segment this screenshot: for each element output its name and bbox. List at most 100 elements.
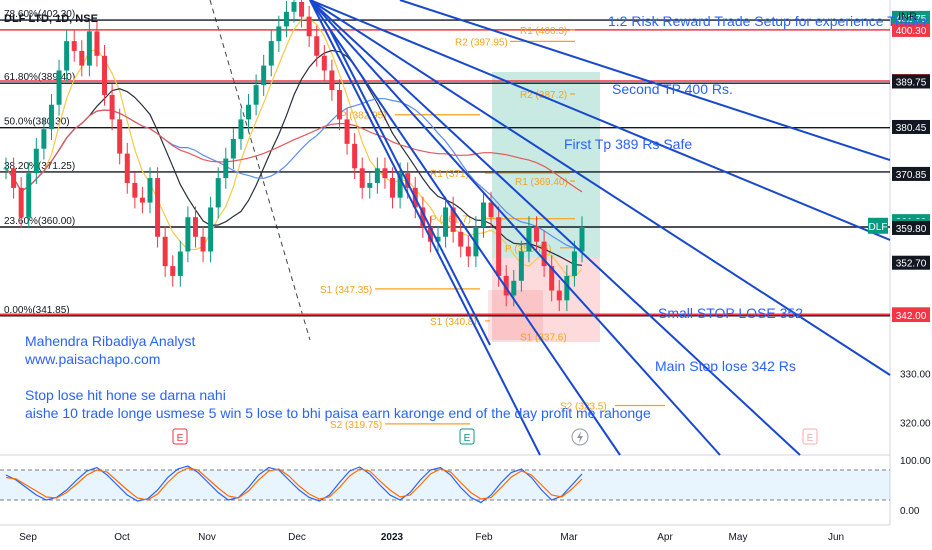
candle-body-40[interactable] (306, 16, 312, 37)
stoch-d-line[interactable] (5, 467, 583, 501)
candle-body-68[interactable] (518, 251, 524, 281)
candle-body-6[interactable] (48, 104, 54, 130)
earnings-marker-1[interactable]: E (172, 428, 188, 445)
candle-body-48[interactable] (367, 182, 373, 188)
candle-body-33[interactable] (253, 85, 259, 105)
candle-body-10[interactable] (79, 50, 85, 66)
candle-body-45[interactable] (344, 119, 350, 144)
candle-body-67[interactable] (511, 280, 517, 296)
candle-body-28[interactable] (215, 178, 221, 208)
fan-trendline-2[interactable] (309, 0, 801, 456)
fan-trendline-5[interactable] (309, 0, 541, 456)
main-stop-annotation[interactable]: Main Stop lose 342 Rs (655, 358, 796, 374)
candle-body-53[interactable] (405, 173, 411, 188)
ma-mid-line[interactable] (5, 49, 583, 266)
candle-body-16[interactable] (124, 153, 130, 183)
candle-body-3[interactable] (26, 173, 32, 218)
candle-body-1[interactable] (11, 168, 17, 188)
candle-body-61[interactable] (465, 246, 471, 257)
candle-body-65[interactable] (496, 217, 502, 276)
candle-body-46[interactable] (352, 143, 358, 169)
candle-body-76[interactable] (579, 227, 585, 252)
candle-body-26[interactable] (200, 236, 206, 252)
note-line2-annotation[interactable]: aishe 10 trade longe usmese 5 win 5 lose… (25, 405, 651, 421)
author-site-annotation[interactable]: www.paisachapo.com (24, 351, 160, 367)
candle-body-4[interactable] (33, 148, 39, 174)
candle-body-13[interactable] (102, 55, 108, 95)
fan-trendline-4[interactable] (309, 0, 621, 456)
candle-body-24[interactable] (185, 217, 191, 252)
author-name-annotation[interactable]: Mahendra Ribadiya Analyst (25, 333, 196, 349)
candle-body-27[interactable] (208, 207, 214, 252)
candle-body-21[interactable] (162, 236, 168, 267)
candle-body-17[interactable] (132, 182, 138, 198)
candle-body-49[interactable] (374, 168, 380, 183)
candle-body-41[interactable] (314, 36, 320, 56)
candle-body-5[interactable] (41, 129, 47, 149)
candle-body-73[interactable] (556, 290, 562, 301)
candle-body-55[interactable] (420, 207, 426, 227)
small-stop-annotation[interactable]: Small STOP LOSE 352 (658, 305, 803, 321)
candle-body-57[interactable] (435, 236, 441, 242)
candle-body-71[interactable] (541, 241, 547, 267)
candle-body-47[interactable] (359, 168, 365, 188)
candle-body-11[interactable] (86, 31, 92, 66)
candle-body-9[interactable] (71, 41, 77, 51)
ma-long-line[interactable] (5, 109, 583, 193)
candle-body-23[interactable] (177, 251, 183, 276)
fan-trendline-3[interactable] (309, 0, 721, 456)
ma-fast-line[interactable] (5, 17, 583, 278)
candle-body-14[interactable] (109, 94, 115, 120)
candle-body-62[interactable] (473, 227, 479, 257)
candle-body-64[interactable] (488, 202, 494, 218)
earnings-marker-2[interactable]: E (459, 428, 475, 445)
candle-body-18[interactable] (139, 197, 145, 203)
first-tp-annotation[interactable]: First Tp 389 Rs Safe (564, 136, 692, 152)
candle-body-8[interactable] (64, 41, 70, 71)
candle-body-44[interactable] (336, 90, 342, 120)
candle-body-42[interactable] (321, 55, 327, 71)
second-tp-annotation[interactable]: Second TP 400 Rs. (612, 81, 733, 97)
candle-body-2[interactable] (18, 187, 24, 218)
candle-body-50[interactable] (382, 168, 388, 179)
candle-body-22[interactable] (170, 266, 176, 276)
candle-body-39[interactable] (299, 2, 305, 17)
stop-zone[interactable] (492, 258, 600, 342)
fan-trendline-1[interactable] (309, 0, 891, 241)
candle-body-25[interactable] (192, 217, 198, 237)
candle-body-7[interactable] (56, 70, 62, 105)
fan-trendline-6[interactable] (329, 29, 491, 346)
candle-body-20[interactable] (155, 178, 161, 237)
candle-body-19[interactable] (147, 178, 153, 203)
candle-body-69[interactable] (526, 227, 532, 252)
candle-body-66[interactable] (503, 275, 509, 296)
candle-body-74[interactable] (564, 275, 570, 301)
candle-body-32[interactable] (246, 104, 252, 120)
candle-body-51[interactable] (390, 178, 396, 198)
candle-body-0[interactable] (3, 168, 9, 170)
headline-annotation[interactable]: 1:2 Risk Reward Trade Setup for experien… (608, 13, 928, 29)
candle-body-29[interactable] (223, 158, 229, 179)
candle-body-59[interactable] (450, 207, 456, 232)
candle-body-60[interactable] (458, 231, 464, 247)
candle-body-36[interactable] (276, 26, 282, 42)
candle-body-31[interactable] (238, 119, 244, 139)
candle-body-70[interactable] (534, 227, 540, 242)
fan-trendline-7[interactable] (399, 0, 891, 161)
candle-body-72[interactable] (549, 266, 555, 291)
candle-body-30[interactable] (230, 138, 236, 159)
candle-body-38[interactable] (291, 2, 297, 12)
fan-trendline-0[interactable] (309, 0, 891, 376)
candle-body-43[interactable] (329, 70, 335, 91)
earnings-marker-3[interactable]: E (802, 428, 818, 445)
candle-body-12[interactable] (94, 31, 100, 56)
split-marker[interactable] (571, 428, 589, 446)
candle-body-75[interactable] (571, 251, 577, 276)
candle-body-34[interactable] (261, 65, 267, 86)
candle-body-58[interactable] (443, 207, 449, 237)
candle-body-52[interactable] (397, 173, 403, 198)
candle-body-63[interactable] (480, 202, 486, 227)
candle-body-15[interactable] (117, 119, 123, 154)
candle-body-35[interactable] (268, 41, 274, 66)
